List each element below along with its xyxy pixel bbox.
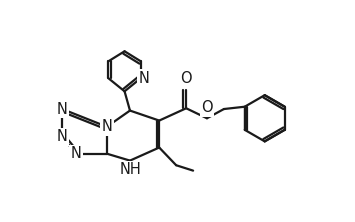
Text: N: N	[57, 101, 68, 117]
Text: N: N	[102, 119, 112, 134]
Text: N: N	[138, 71, 149, 86]
Text: N: N	[71, 146, 82, 161]
Text: NH: NH	[120, 162, 142, 177]
Text: O: O	[180, 71, 192, 86]
Text: N: N	[57, 129, 68, 144]
Text: O: O	[201, 100, 213, 115]
